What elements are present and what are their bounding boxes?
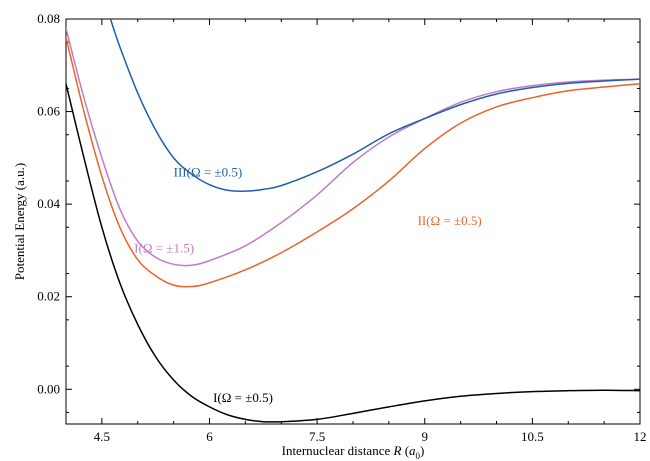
curve-label-2: I(Ω = ±1.5) <box>134 241 194 256</box>
series-line-3 <box>109 19 640 193</box>
plot-frame <box>65 18 641 425</box>
tick-marks <box>65 18 641 424</box>
series-line-1 <box>66 36 640 288</box>
y-tick-label: 0.06 <box>37 104 60 119</box>
x-tick-label: 4.5 <box>94 429 110 444</box>
x-tick-label: 7.5 <box>309 429 325 444</box>
x-tick-label: 6 <box>206 429 213 444</box>
y-tick-label: 0.02 <box>37 289 60 304</box>
x-axis-label: Internuclear distance R (a0) <box>282 443 425 461</box>
y-axis-label: Potential Energy (a.u.) <box>12 163 27 280</box>
tick-labels: 4.5 6 7.5 9 10.5 12 0.00 0.02 0.04 0.06 0.08 <box>37 11 646 444</box>
x-tick-label: 10.5 <box>521 429 544 444</box>
curve-label-1: II(Ω = ±0.5) <box>418 213 482 228</box>
series-line-2 <box>66 27 640 267</box>
curves <box>66 19 640 423</box>
series-line-0 <box>66 83 640 423</box>
x-tick-label: 12 <box>634 429 647 444</box>
y-tick-label: 0.04 <box>37 196 60 211</box>
curve-labels: III(Ω = ±0.5) II(Ω = ±0.5) I(Ω = ±1.5) I(Ω … <box>134 164 482 405</box>
curve-label-0: III(Ω = ±0.5) <box>174 164 243 179</box>
y-tick-label: 0.08 <box>37 11 60 26</box>
curve-label-3: I(Ω = ±0.5) <box>213 390 273 405</box>
y-tick-label: 0.00 <box>37 381 60 396</box>
x-tick-label: 9 <box>422 429 429 444</box>
